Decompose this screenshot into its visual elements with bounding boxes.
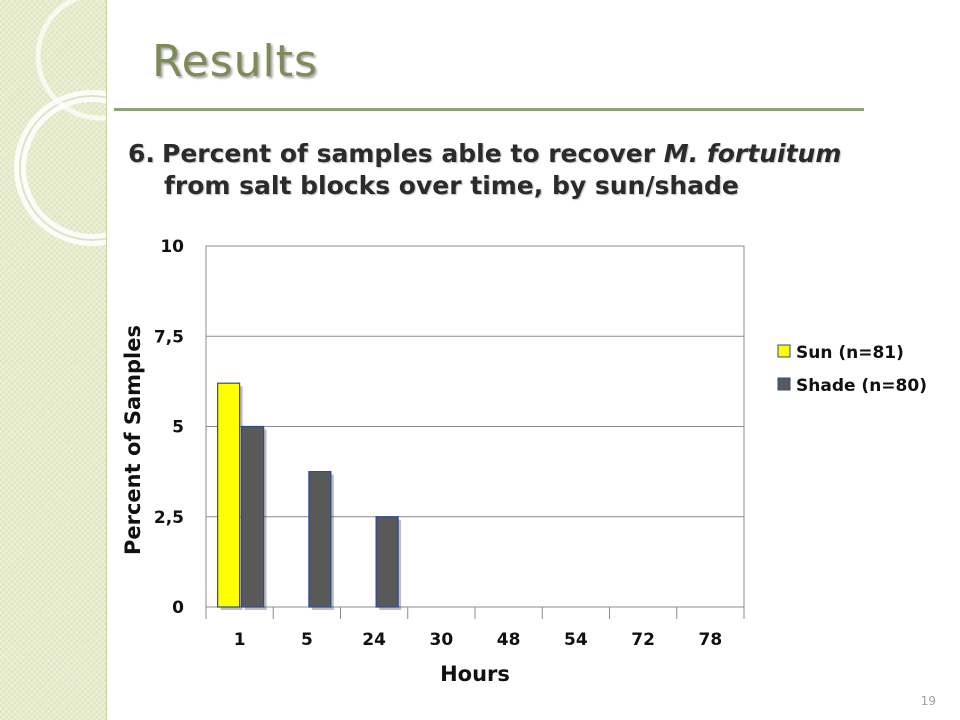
bar-sun bbox=[217, 382, 241, 608]
y-tick-label: 5 bbox=[172, 418, 184, 438]
bar-shade bbox=[241, 425, 265, 608]
legend-swatch bbox=[777, 344, 791, 358]
subtitle-line1: Percent of samples able to recover bbox=[162, 139, 664, 168]
subtitle-line2: from salt blocks over time, by sun/shade bbox=[164, 171, 739, 200]
legend-label: Sun (n=81) bbox=[796, 343, 904, 363]
title-underline bbox=[114, 108, 864, 111]
slide-title: Results bbox=[152, 36, 318, 87]
bar-shade bbox=[375, 516, 399, 608]
x-tick-label: 72 bbox=[631, 630, 655, 650]
x-tick-label: 54 bbox=[564, 630, 588, 650]
x-tick-label: 24 bbox=[362, 630, 386, 650]
x-tick-label: 5 bbox=[301, 630, 313, 650]
page-number: 19 bbox=[920, 694, 936, 708]
y-tick-label: 2,5 bbox=[154, 508, 184, 528]
x-tick-label: 1 bbox=[234, 630, 246, 650]
x-axis-title: Hours bbox=[440, 662, 510, 686]
y-tick-label: 0 bbox=[172, 598, 184, 618]
subtitle-number: 6. bbox=[128, 139, 155, 168]
y-tick-label: 10 bbox=[160, 237, 184, 257]
y-tick-label: 7,5 bbox=[154, 327, 184, 347]
legend-swatch bbox=[777, 377, 791, 391]
x-tick-label: 48 bbox=[497, 630, 521, 650]
decorative-side-band bbox=[0, 0, 170, 720]
chart-subtitle: 6. Percent of samples able to recover M. … bbox=[128, 138, 888, 202]
legend-label: Shade (n=80) bbox=[796, 376, 927, 396]
bar-shade bbox=[308, 471, 332, 608]
subtitle-organism: M. fortuitum bbox=[663, 139, 842, 168]
x-tick-label: 30 bbox=[430, 630, 454, 650]
y-axis-title: Percent of Samples bbox=[121, 325, 145, 555]
x-tick-label: 78 bbox=[699, 630, 723, 650]
